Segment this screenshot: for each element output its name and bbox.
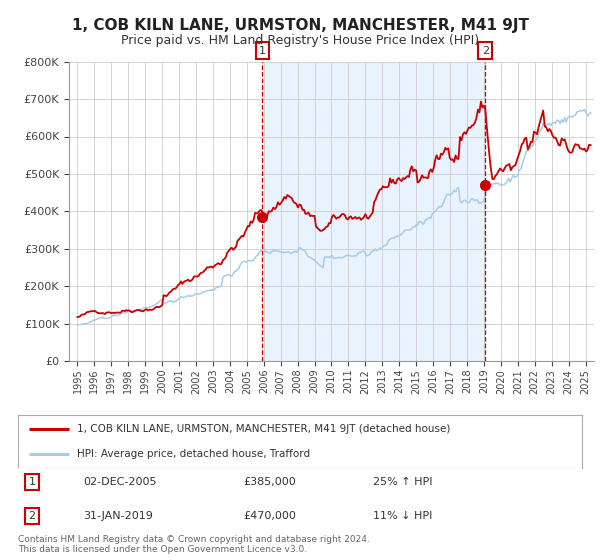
Text: HPI: Average price, detached house, Trafford: HPI: Average price, detached house, Traf…: [77, 449, 310, 459]
Text: 02-DEC-2005: 02-DEC-2005: [83, 477, 157, 487]
Text: Price paid vs. HM Land Registry's House Price Index (HPI): Price paid vs. HM Land Registry's House …: [121, 34, 479, 46]
Text: 1, COB KILN LANE, URMSTON, MANCHESTER, M41 9JT (detached house): 1, COB KILN LANE, URMSTON, MANCHESTER, M…: [77, 424, 451, 435]
Text: 11% ↓ HPI: 11% ↓ HPI: [373, 511, 433, 521]
Text: 2: 2: [29, 511, 35, 521]
Text: £385,000: £385,000: [244, 477, 296, 487]
Bar: [262, 62, 485, 361]
Text: 2: 2: [482, 45, 489, 55]
Text: 1: 1: [29, 477, 35, 487]
Text: 31-JAN-2019: 31-JAN-2019: [83, 511, 153, 521]
Text: 1: 1: [259, 45, 266, 55]
Text: 25% ↑ HPI: 25% ↑ HPI: [373, 477, 433, 487]
Text: £470,000: £470,000: [244, 511, 296, 521]
Text: Contains HM Land Registry data © Crown copyright and database right 2024.
This d: Contains HM Land Registry data © Crown c…: [18, 535, 370, 554]
Text: 1, COB KILN LANE, URMSTON, MANCHESTER, M41 9JT: 1, COB KILN LANE, URMSTON, MANCHESTER, M…: [71, 18, 529, 34]
